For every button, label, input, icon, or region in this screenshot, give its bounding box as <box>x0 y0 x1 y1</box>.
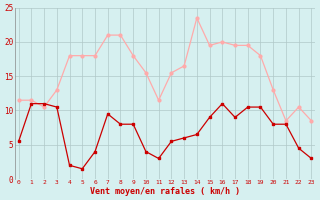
X-axis label: Vent moyen/en rafales ( km/h ): Vent moyen/en rafales ( km/h ) <box>90 187 240 196</box>
